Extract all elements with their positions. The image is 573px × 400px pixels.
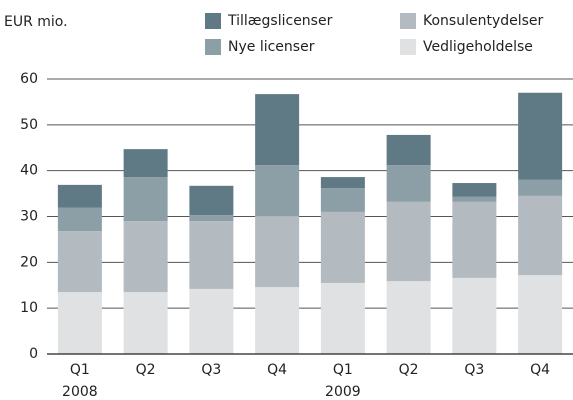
legend-label: Nye licenser [228, 39, 315, 55]
bar-segment [57, 184, 102, 208]
legend-swatch [205, 13, 221, 29]
legend-swatch [205, 39, 221, 55]
bar-segment [518, 195, 563, 276]
bar-segment [123, 221, 168, 293]
legend-swatch [400, 39, 416, 55]
bar-segment [189, 185, 234, 216]
x-tick-label: Q1 [333, 362, 353, 378]
bar-segment [452, 201, 497, 278]
y-tick-label: 40 [20, 163, 38, 179]
bar-segment [189, 221, 234, 289]
bar-segment [320, 188, 365, 212]
bar-segment [386, 134, 431, 166]
bar-segment [518, 179, 563, 196]
x-tick-label: Q2 [399, 362, 419, 378]
bar-segment [386, 201, 431, 282]
bar-segment [57, 207, 102, 232]
bar-segment [518, 92, 563, 180]
bar-segment [320, 211, 365, 283]
y-tick-label: 50 [20, 117, 38, 133]
bar-segment [386, 281, 431, 354]
bar-segment [255, 165, 300, 217]
legend-label: Konsulentydelser [423, 13, 544, 29]
y-tick-label: 20 [20, 254, 38, 270]
bar-segment [386, 165, 431, 202]
bar-segment [452, 277, 497, 354]
bar-segment [255, 287, 300, 354]
legend-label: Vedligeholdelse [423, 39, 533, 55]
bar-segment [320, 177, 365, 189]
y-tick-label: 10 [20, 300, 38, 316]
bar-segment [57, 292, 102, 354]
x-tick-label: Q4 [530, 362, 550, 378]
bar-segment [189, 215, 234, 222]
bar-segment [452, 183, 497, 197]
y-tick-label: 30 [20, 209, 38, 225]
bar-segment [518, 275, 563, 354]
x-tick-label: Q2 [136, 362, 156, 378]
x-group-label: 2008 [62, 384, 98, 400]
bar-segment [123, 177, 168, 222]
x-tick-label: Q1 [70, 362, 90, 378]
bar-segment [320, 282, 365, 354]
x-tick-label: Q3 [464, 362, 484, 378]
y-axis-label: EUR mio. [4, 14, 68, 30]
y-tick-label: 0 [29, 346, 38, 362]
bar-segment [123, 292, 168, 354]
y-tick-label: 60 [20, 71, 38, 87]
bar-segment [189, 288, 234, 354]
bar-segment [57, 231, 102, 293]
x-group-label: 2009 [325, 384, 361, 400]
x-tick-label: Q3 [201, 362, 221, 378]
x-tick-label: Q4 [267, 362, 287, 378]
legend-label: Tillægslicenser [227, 13, 333, 29]
bar-segment [255, 216, 300, 288]
bar-segment [123, 149, 168, 178]
bar-segment [255, 94, 300, 166]
legend-swatch [400, 13, 416, 29]
bar-segment [452, 196, 497, 202]
